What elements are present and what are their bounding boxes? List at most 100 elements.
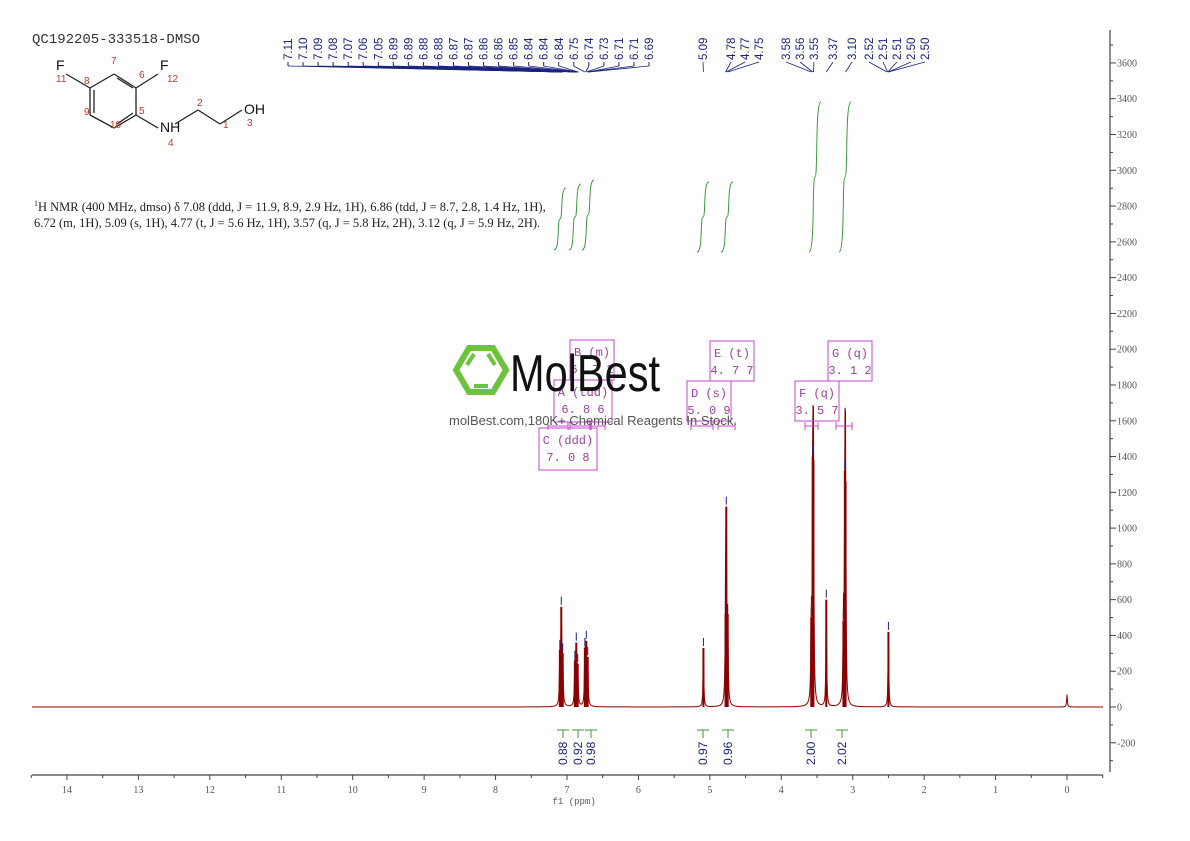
y-tick-label: 2400 — [1117, 273, 1137, 284]
atom-number: 11 — [56, 74, 67, 85]
peak-shift-label: 6.87 — [464, 38, 476, 60]
y-tick-label: 1400 — [1117, 452, 1137, 463]
x-tick-label: 13 — [133, 785, 143, 796]
y-tick-label: 1800 — [1117, 380, 1137, 391]
y-tick-label: 2600 — [1117, 237, 1137, 248]
y-tick-label: 2000 — [1117, 345, 1137, 356]
x-tick-label: 6 — [636, 785, 641, 796]
peak-shift-label: 6.87 — [448, 38, 460, 60]
atom-number: 8 — [84, 76, 90, 87]
y-tick-label: 3600 — [1117, 58, 1137, 69]
multiplet-box — [686, 380, 732, 422]
peak-shift-label: 6.85 — [509, 38, 521, 60]
atom-number: 12 — [167, 74, 179, 85]
peak-shift-label: 6.71 — [614, 38, 626, 60]
peak-shift-label: 3.10 — [847, 38, 859, 60]
integral-curve — [696, 181, 710, 253]
atom-number: 3 — [247, 118, 253, 129]
atom-number: 7 — [111, 56, 117, 67]
x-tick-label: 7 — [564, 785, 569, 796]
x-axis-label: f1 (ppm) — [553, 797, 596, 807]
nmr-description: 1H NMR (400 MHz, dmso) δ 7.08 (ddd, J = … — [34, 196, 624, 231]
multiplet-shift: 6. 8 6 — [561, 403, 604, 417]
peak-shift-label: 5.09 — [698, 38, 710, 60]
multiplet-shift: 5. 0 9 — [687, 404, 730, 418]
y-tick-label: 400 — [1117, 631, 1132, 642]
multiplet-box — [794, 380, 840, 422]
x-tick-label: 11 — [276, 785, 286, 796]
peak-shift-label: 6.86 — [479, 38, 491, 60]
y-tick-label: 1000 — [1117, 524, 1137, 535]
y-axis: -200 0 200 400 600 800 1000 1200 1400 1600 1800 200… — [1109, 30, 1137, 772]
y-tick-label: 0 — [1117, 703, 1122, 714]
peak-shift-label: 2.52 — [864, 38, 876, 60]
x-tick-label: 3 — [850, 785, 855, 796]
multiplet-type: F (q) — [799, 387, 835, 401]
x-tick-label: 12 — [205, 785, 215, 796]
atom-label: OH — [244, 101, 265, 117]
peak-shift-label: 6.84 — [539, 37, 551, 60]
x-tick-label: 9 — [422, 785, 427, 796]
atom-number: 10 — [110, 120, 122, 131]
nmr-description-line1: H NMR (400 MHz, dmso) δ 7.08 (ddd, J = 1… — [38, 200, 546, 215]
atom-number: 2 — [197, 98, 203, 109]
y-tick-label: 3200 — [1117, 130, 1137, 141]
peak-shift-label: 6.89 — [403, 38, 415, 60]
peak-shift-label: 6.84 — [524, 37, 536, 60]
peak-shift-label: 6.75 — [569, 38, 581, 60]
y-tick-label: 1600 — [1117, 416, 1137, 427]
integral-value: 0.97 — [696, 741, 710, 765]
y-tick-label: 600 — [1117, 595, 1132, 606]
peak-shift-label: 2.51 — [878, 38, 890, 60]
multiplet-shift: 3. 1 2 — [828, 364, 871, 378]
x-tick-label: 1 — [993, 785, 998, 796]
multiplet-box — [709, 340, 755, 382]
atom-label: NH — [160, 119, 180, 135]
peak-shift-label: 3.58 — [781, 38, 793, 60]
y-tick-label: 200 — [1117, 667, 1132, 678]
y-tick-label: 3000 — [1117, 166, 1137, 177]
peak-shift-label: 6.71 — [629, 38, 641, 60]
y-tick-label: 800 — [1117, 559, 1132, 570]
multiplet-type: G (q) — [832, 347, 868, 361]
peak-shift-label: 7.10 — [298, 38, 310, 60]
peak-shift-label: 6.84 — [554, 37, 566, 60]
benzene-logo-icon: MolBest — [452, 345, 660, 403]
integral-labels: 0.88 0.92 0.98 0.97 0.96 2.00 2.02 — [556, 729, 849, 765]
y-tick-label: 2800 — [1117, 202, 1137, 213]
x-tick-label: 8 — [493, 785, 498, 796]
peak-shift-label: 6.74 — [584, 37, 596, 60]
peak-shift-label: 2.50 — [920, 38, 932, 60]
sample-title: QC192205-333518-DMSO — [32, 32, 201, 48]
integral-value: 2.00 — [804, 741, 818, 765]
y-tick-label: 1200 — [1117, 488, 1137, 499]
peak-shift-label: 2.51 — [892, 38, 904, 60]
watermark-logo: MolBest — [452, 343, 672, 404]
integral-curve — [581, 179, 595, 251]
peak-shift-label: 6.86 — [494, 38, 506, 60]
peak-shift-label: 7.07 — [343, 38, 355, 60]
y-tick-label: 2200 — [1117, 309, 1137, 320]
peak-shift-label: 4.78 — [726, 38, 738, 60]
peak-shift-label: 4.75 — [754, 38, 766, 60]
multiplet-box — [569, 339, 615, 381]
integral-value: 0.98 — [584, 741, 598, 765]
x-tick-label: 0 — [1065, 785, 1070, 796]
multiplet-shift: 7. 0 8 — [546, 451, 589, 465]
multiplet-box — [827, 340, 873, 382]
multiplet-type: C (ddd) — [543, 434, 593, 448]
spectrum-trace — [32, 404, 1103, 708]
peak-labels: 7.11 7.10 7.09 7.08 7.07 7.06 7.05 6.89 6.89 6.88… — [283, 37, 932, 73]
x-axis: 14 13 12 11 10 9 8 7 6 5 4 3 2 1 0f1 (ppm) — [30, 774, 1104, 807]
peak-shift-label: 4.77 — [740, 38, 752, 60]
integral-curve — [553, 187, 567, 251]
atom-label: F — [160, 57, 169, 73]
y-tick-label: -200 — [1117, 738, 1135, 749]
peak-shift-label: 6.69 — [644, 38, 656, 60]
integral-curve — [838, 101, 852, 253]
y-tick-label: 3400 — [1117, 94, 1137, 105]
peak-shift-label: 7.11 — [283, 38, 295, 60]
multiplet-shift: 6. 7 2 — [570, 363, 613, 377]
